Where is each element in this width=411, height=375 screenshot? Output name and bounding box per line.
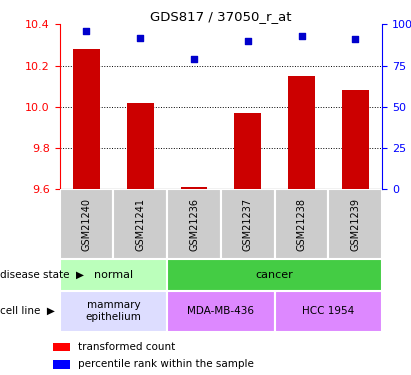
Bar: [275, 291, 382, 332]
Text: cell line  ▶: cell line ▶: [0, 306, 55, 316]
Text: GSM21240: GSM21240: [81, 198, 92, 250]
Bar: [73, 49, 100, 189]
Point: [352, 36, 359, 42]
Bar: [167, 291, 275, 332]
Bar: [221, 189, 275, 259]
Bar: [288, 76, 315, 189]
Text: cancer: cancer: [256, 270, 293, 280]
Bar: [113, 189, 167, 259]
Bar: [167, 259, 382, 291]
Text: mammary
epithelium: mammary epithelium: [85, 300, 141, 322]
Text: GSM21236: GSM21236: [189, 198, 199, 250]
Point: [137, 34, 143, 40]
Text: GSM21237: GSM21237: [243, 198, 253, 250]
Title: GDS817 / 37050_r_at: GDS817 / 37050_r_at: [150, 10, 292, 23]
Bar: [167, 189, 221, 259]
Bar: [180, 188, 208, 189]
Text: normal: normal: [94, 270, 133, 280]
Bar: [275, 189, 328, 259]
Point: [83, 28, 90, 34]
Bar: [53, 360, 70, 369]
Bar: [127, 103, 154, 189]
Bar: [328, 189, 382, 259]
Text: HCC 1954: HCC 1954: [302, 306, 355, 316]
Text: percentile rank within the sample: percentile rank within the sample: [78, 359, 254, 369]
Point: [191, 56, 197, 62]
Bar: [234, 113, 261, 189]
Text: GSM21241: GSM21241: [135, 198, 145, 250]
Bar: [60, 259, 167, 291]
Text: transformed count: transformed count: [78, 342, 175, 352]
Text: MDA-MB-436: MDA-MB-436: [187, 306, 254, 316]
Point: [298, 33, 305, 39]
Text: disease state  ▶: disease state ▶: [0, 270, 84, 280]
Text: GSM21239: GSM21239: [350, 198, 360, 250]
Bar: [53, 343, 70, 351]
Bar: [60, 291, 167, 332]
Point: [245, 38, 251, 44]
Bar: [60, 189, 113, 259]
Bar: [342, 90, 369, 189]
Text: GSM21238: GSM21238: [297, 198, 307, 250]
